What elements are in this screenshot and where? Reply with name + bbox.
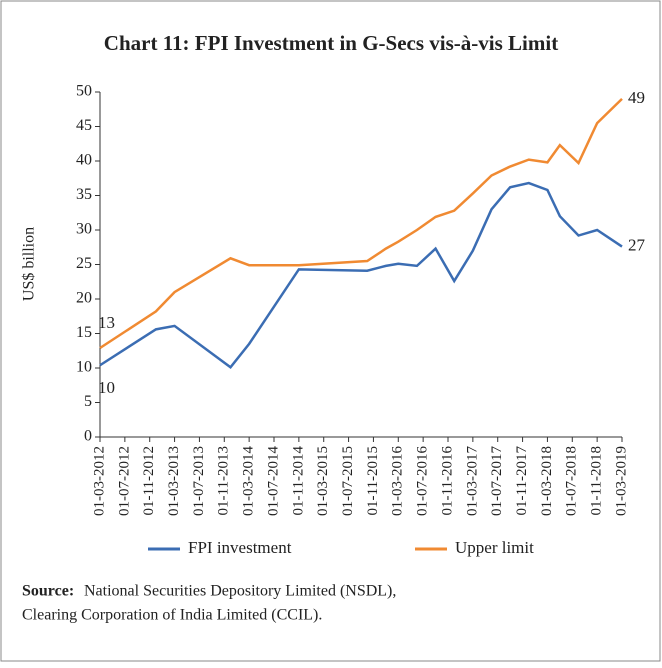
y-tick-label: 30 — [76, 221, 92, 238]
y-tick-label: 20 — [76, 290, 92, 307]
x-tick-label: 01-03-2012 — [91, 446, 107, 516]
value-label: 49 — [628, 88, 645, 107]
x-tick-label: 01-03-2017 — [464, 446, 480, 516]
value-label: 27 — [628, 235, 646, 254]
legend-label: FPI investment — [188, 538, 292, 557]
y-tick-label: 0 — [84, 428, 92, 445]
x-tick-label: 01-11-2017 — [514, 446, 530, 516]
x-tick-label: 01-07-2016 — [415, 446, 431, 516]
y-tick-label: 25 — [76, 255, 92, 272]
legend-label: Upper limit — [455, 538, 534, 557]
y-tick-label: 10 — [76, 359, 92, 376]
x-tick-label: 01-11-2015 — [365, 446, 381, 515]
x-tick-label: 01-03-2014 — [241, 446, 257, 516]
y-tick-label: 15 — [76, 324, 92, 341]
x-tick-label: 01-07-2015 — [340, 446, 356, 516]
value-label: 13 — [98, 313, 115, 332]
x-tick-label: 01-11-2014 — [290, 446, 306, 516]
x-tick-label: 01-03-2018 — [539, 446, 555, 516]
x-tick-label: 01-11-2013 — [216, 446, 232, 515]
x-tick-label: 01-11-2012 — [141, 446, 157, 515]
x-tick-label: 01-07-2013 — [191, 446, 207, 516]
value-label: 10 — [98, 378, 115, 397]
y-axis-label: US$ billion — [21, 227, 38, 301]
series-line — [99, 98, 623, 350]
y-tick-label: 50 — [76, 83, 92, 100]
y-tick-label: 35 — [76, 186, 92, 203]
series-line — [99, 181, 623, 370]
x-tick-label: 01-11-2016 — [439, 446, 455, 516]
source-label: Source: — [22, 583, 74, 600]
x-tick-label: 01-07-2012 — [116, 446, 132, 516]
x-tick-label: 01-03-2013 — [166, 446, 182, 516]
x-tick-label: 01-03-2016 — [390, 446, 406, 516]
x-tick-label: 01-07-2014 — [265, 446, 281, 516]
x-tick-label: 01-11-2018 — [589, 446, 605, 515]
chart-title: Chart 11: FPI Investment in G-Secs vis-à… — [104, 31, 558, 55]
x-tick-label: 01-03-2019 — [613, 446, 629, 516]
y-tick-label: 5 — [84, 393, 92, 410]
source-line: National Securities Depository Limited (… — [84, 583, 396, 600]
y-tick-label: 40 — [76, 152, 92, 169]
y-tick-label: 45 — [76, 117, 92, 134]
x-tick-label: 01-07-2018 — [564, 446, 580, 516]
x-tick-label: 01-07-2017 — [489, 446, 505, 516]
x-tick-label: 01-03-2015 — [315, 446, 331, 516]
source-line: Clearing Corporation of India Limited (C… — [22, 607, 322, 624]
